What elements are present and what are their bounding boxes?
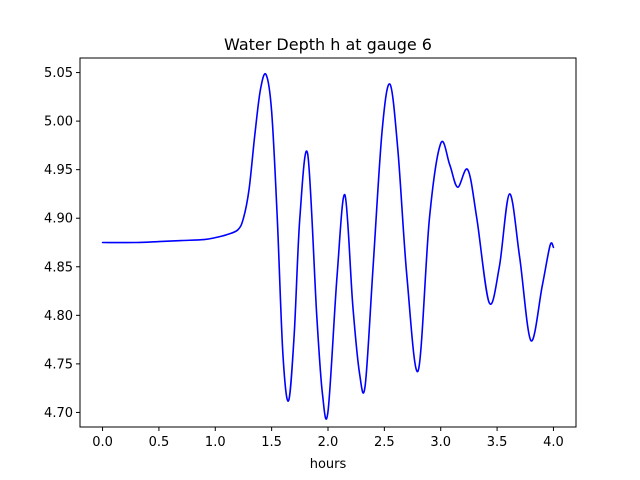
y-tick-label: 5.05: [44, 66, 73, 81]
x-axis-label: hours: [310, 457, 347, 472]
chart-title: Water Depth h at gauge 6: [224, 35, 432, 54]
y-tick-label: 4.85: [44, 260, 73, 275]
x-tick-label: 0.0: [92, 435, 113, 450]
x-tick-label: 2.0: [318, 435, 339, 450]
y-tick-label: 4.90: [44, 212, 73, 227]
y-tick-label: 4.95: [44, 163, 73, 178]
x-tick-label: 0.5: [149, 435, 170, 450]
x-tick-label: 3.0: [430, 435, 451, 450]
x-tick-label: 1.5: [261, 435, 282, 450]
y-tick-label: 4.80: [44, 309, 73, 324]
series-line: [101, 72, 555, 420]
x-axis-ticks: 0.0 0.5 1.0 1.5 2.0 2.5 3.0 3.5 4.0: [92, 427, 564, 450]
y-axis-ticks: 4.70 4.75 4.80 4.85 4.90 4.95 5.00 5.05: [44, 66, 80, 421]
x-tick-label: 4.0: [543, 435, 564, 450]
plot-series: [101, 72, 555, 420]
y-tick-label: 4.70: [44, 406, 73, 421]
x-tick-label: 1.0: [205, 435, 226, 450]
y-tick-label: 5.00: [44, 115, 73, 130]
x-tick-label: 3.5: [487, 435, 508, 450]
x-tick-label: 2.5: [374, 435, 395, 450]
y-tick-label: 4.75: [44, 357, 73, 372]
